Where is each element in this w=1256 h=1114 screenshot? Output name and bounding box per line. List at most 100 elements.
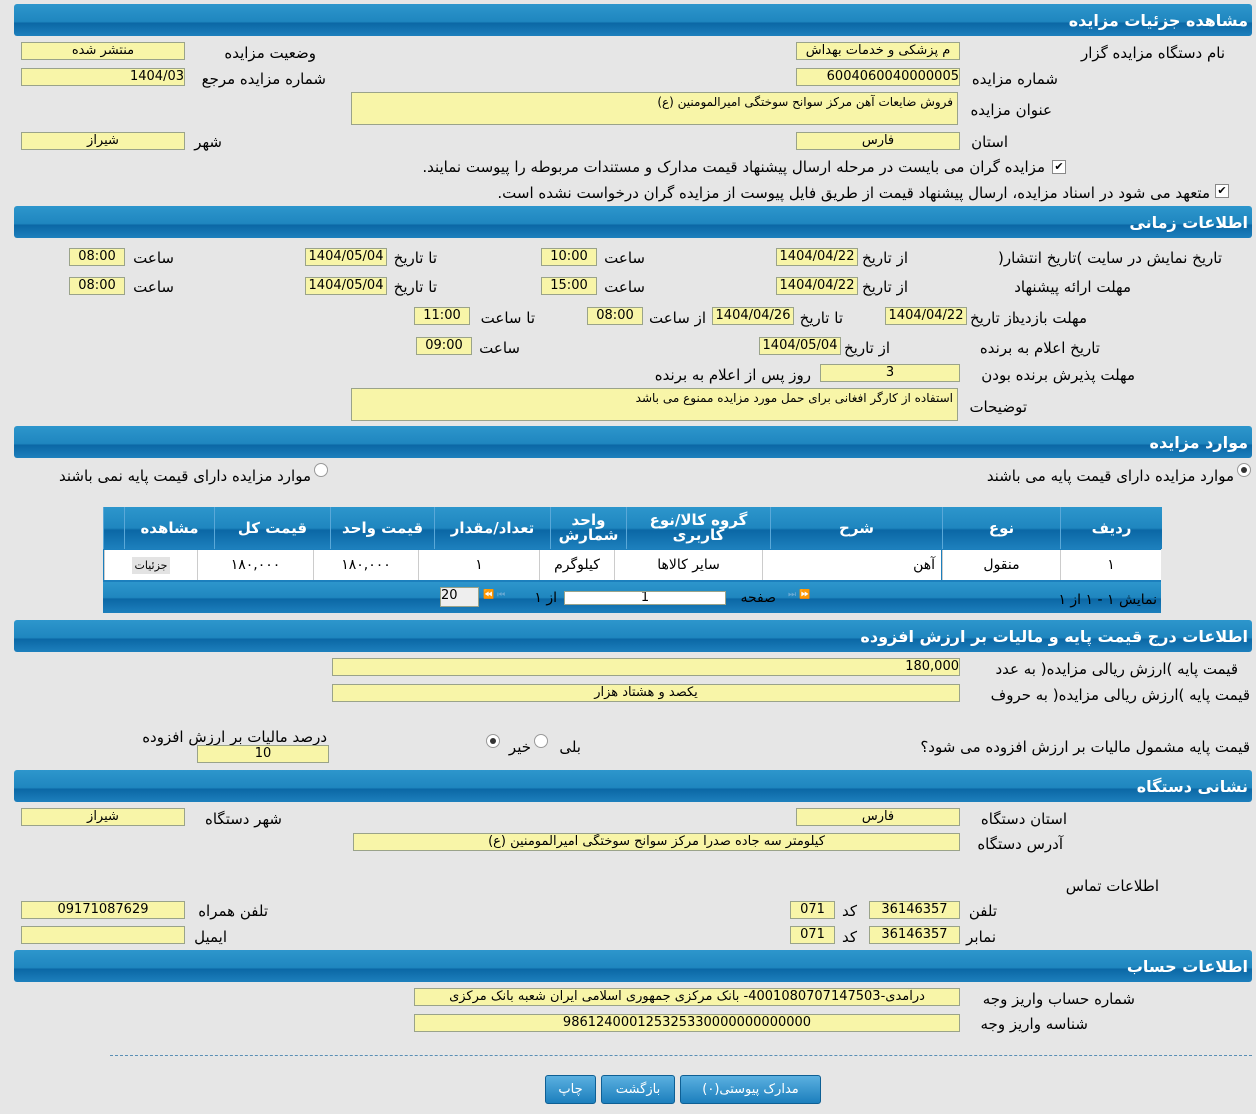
fax-label: نمابر	[966, 928, 996, 946]
from-date-label: از تاریخ	[861, 249, 908, 267]
payment-id-label: شناسه واریز وجه	[980, 1015, 1088, 1033]
vat-yes-radio[interactable]	[534, 734, 548, 748]
col-group: گروه کالا/نوع کاربری	[626, 507, 770, 549]
cell-unit: کیلوگرم	[539, 550, 614, 580]
org-address-field[interactable]: کیلومتر سه جاده صدرا مرکز سوانح سوختگی ا…	[353, 833, 960, 851]
payment-id-field[interactable]: 986124000125325330000000000000	[414, 1014, 960, 1032]
attachments-button[interactable]: مدارک پیوستی(۰)	[680, 1075, 821, 1104]
to-date-label: تا تاریخ	[799, 309, 843, 327]
publish-from-time[interactable]: 10:00	[541, 248, 597, 266]
accept-days-field[interactable]: 3	[820, 364, 960, 382]
visit-label: مهلت بازدید	[1012, 309, 1087, 327]
status-label: وضعیت مزایده	[224, 44, 316, 62]
number-label: شماره مزایده	[971, 70, 1058, 88]
mobile-field[interactable]: 09171087629	[21, 901, 185, 919]
col-row: ردیف	[1060, 507, 1162, 549]
price-words-field[interactable]: یکصد و هشتاد هزار	[332, 684, 960, 702]
cell-desc: آهن	[762, 550, 941, 580]
visit-to-time[interactable]: 11:00	[414, 307, 470, 325]
to-hour-label: تا ساعت	[480, 309, 535, 327]
org-city-label: شهر دستگاه	[204, 810, 282, 828]
winner-time[interactable]: 09:00	[416, 337, 472, 355]
col-empty	[103, 507, 124, 549]
price-number-field[interactable]: 180,000	[332, 658, 960, 676]
col-unit: واحد شمارش	[550, 507, 626, 549]
back-button[interactable]: بازگشت	[601, 1075, 675, 1104]
contact-heading: اطلاعات تماس	[1065, 877, 1159, 895]
without-base-price-radio[interactable]	[314, 463, 328, 477]
pager-next-last-icons[interactable]: ⏪ ⏮	[483, 590, 506, 600]
vat-no-radio[interactable]	[486, 734, 500, 748]
col-qty: تعداد/مقدار	[434, 507, 550, 549]
number-field[interactable]: 6004060040000005	[796, 68, 960, 86]
status-field[interactable]: منتشر شده	[21, 42, 185, 60]
col-desc: شرح	[770, 507, 942, 549]
commit-checkbox[interactable]: ✔	[1215, 184, 1229, 198]
fax-code-field[interactable]: 071	[790, 926, 835, 944]
section-header-account: اطلاعات حساب	[14, 950, 1252, 982]
col-total: قیمت کل	[214, 507, 330, 549]
commit-text: متعهد می شود در اسناد مزایده، ارسال پیشن…	[497, 184, 1210, 202]
visit-to-date[interactable]: 1404/04/26	[712, 307, 794, 325]
vat-percent-field[interactable]: 10	[197, 745, 329, 763]
pager-of: از ۱	[534, 590, 557, 606]
pager-summary: نمایش ۱ - ۱ از ۱	[1058, 592, 1157, 608]
accept-suffix: روز پس از اعلام به برنده	[654, 366, 811, 384]
section-header-price: اطلاعات درج قیمت پایه و مالیات بر ارزش ا…	[14, 620, 1252, 652]
col-unit-price: قیمت واحد	[330, 507, 434, 549]
from-date-label: از تاریخ	[969, 309, 1016, 327]
offer-from-date[interactable]: 1404/04/22	[776, 277, 858, 295]
visit-from-time[interactable]: 08:00	[587, 307, 643, 325]
publish-to-date[interactable]: 1404/05/04	[305, 248, 387, 266]
org-city-field[interactable]: شیراز	[21, 808, 185, 826]
page-size-input[interactable]: 20	[440, 587, 479, 607]
section-header-details: مشاهده جزئیات مزایده	[14, 4, 1252, 36]
org-address-label: آدرس دستگاه	[977, 835, 1063, 853]
print-button[interactable]: چاپ	[545, 1075, 596, 1104]
account-field[interactable]: درآمدی-4001080707147503- بانک مرکزی جمهو…	[414, 988, 960, 1006]
phone-field[interactable]: 36146357	[869, 901, 960, 919]
from-hour-label: از ساعت	[649, 309, 706, 327]
publish-to-time[interactable]: 08:00	[69, 248, 125, 266]
notes-field[interactable]: استفاده از کارگر افغانی برای حمل مورد مز…	[351, 388, 958, 421]
with-base-price-radio[interactable]	[1237, 463, 1251, 477]
to-date-label: تا تاریخ	[393, 278, 437, 296]
email-field[interactable]	[21, 926, 185, 944]
offer-to-date[interactable]: 1404/05/04	[305, 277, 387, 295]
attach-docs-checkbox[interactable]: ✔	[1052, 160, 1066, 174]
city-label: شهر	[194, 133, 222, 151]
details-button[interactable]: جزئیات	[131, 556, 171, 574]
vat-percent-label: درصد مالیات بر ارزش افزوده	[142, 728, 327, 746]
winner-date[interactable]: 1404/05/04	[759, 337, 841, 355]
phone-code-field[interactable]: 071	[790, 901, 835, 919]
page-input[interactable]: 1	[564, 591, 726, 605]
org-province-field[interactable]: فارس	[796, 808, 960, 826]
section-header-time: اطلاعات زمانی	[14, 206, 1252, 238]
hour-label: ساعت	[479, 339, 520, 357]
offer-from-time[interactable]: 15:00	[541, 277, 597, 295]
ref-label: شماره مزایده مرجع	[201, 70, 326, 88]
phone-label: تلفن	[968, 902, 997, 920]
vat-yes-label: بلی	[559, 738, 581, 756]
fax-field[interactable]: 36146357	[869, 926, 960, 944]
offer-label: مهلت ارائه پیشنهاد	[1014, 278, 1131, 296]
title-field[interactable]: فروش ضایعات آهن مرکز سوانح سوختگی امیرال…	[351, 92, 958, 125]
offer-to-time[interactable]: 08:00	[69, 277, 125, 295]
divider	[110, 1055, 1252, 1056]
visit-from-date[interactable]: 1404/04/22	[885, 307, 967, 325]
notes-label: توضیحات	[969, 398, 1027, 416]
section-header-address: نشانی دستگاه	[14, 770, 1252, 802]
accept-label: مهلت پذیرش برنده بودن	[981, 366, 1135, 384]
items-table: ردیف نوع شرح گروه کالا/نوع کاربری واحد ش…	[103, 507, 1162, 613]
attach-docs-text: مزایده گران می بایست در مرحله ارسال پیشن…	[422, 158, 1045, 176]
org-field[interactable]: م پزشکی و خدمات بهداش	[796, 42, 960, 60]
pager-first-prev-icons[interactable]: ⏭ ⏩	[788, 590, 811, 600]
publish-from-date[interactable]: 1404/04/22	[776, 248, 858, 266]
pager-page-label: صفحه	[740, 590, 776, 606]
ref-field[interactable]: 1404/03	[21, 68, 185, 86]
fax-code-label: کد	[841, 928, 857, 946]
hour-label: ساعت	[133, 249, 174, 267]
province-field[interactable]: فارس	[796, 132, 960, 150]
city-field[interactable]: شیراز	[21, 132, 185, 150]
cell-group: سایر کالاها	[614, 550, 762, 580]
